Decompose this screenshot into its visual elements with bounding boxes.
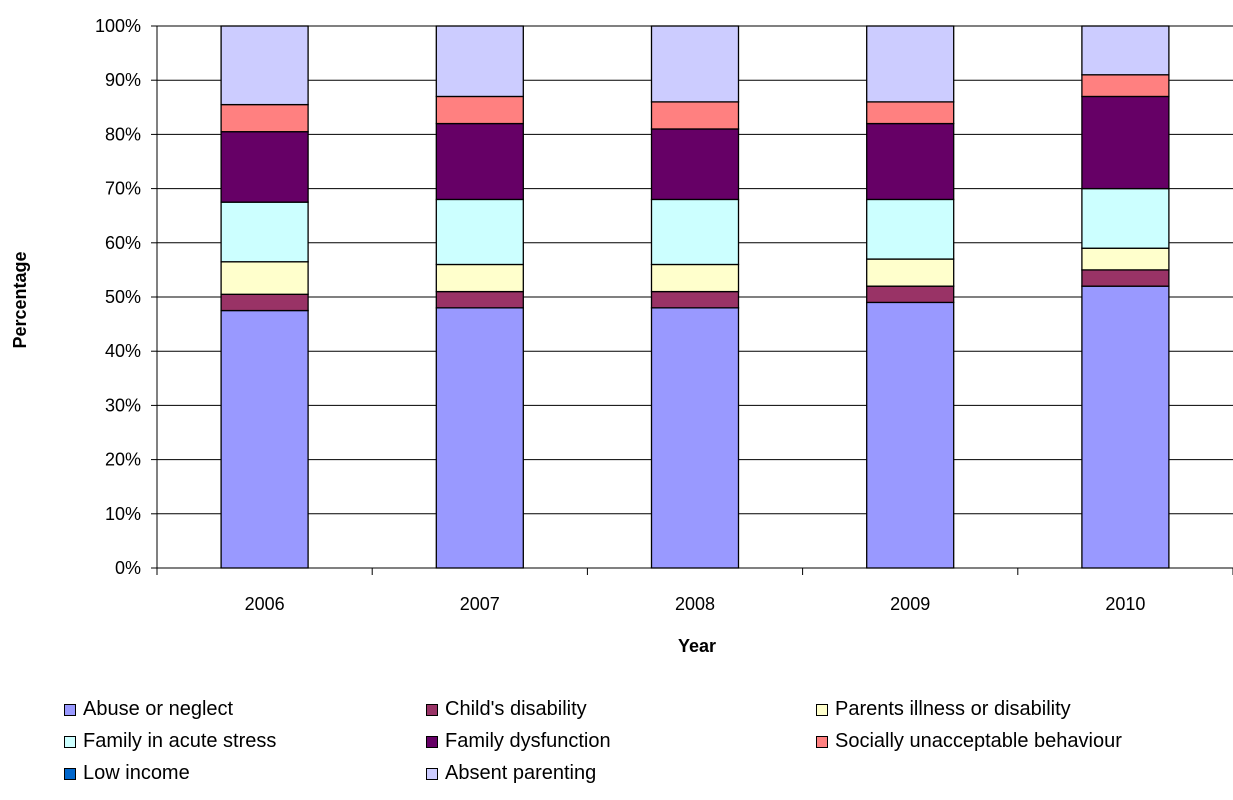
bar-segment — [220, 261, 309, 295]
axes — [151, 25, 1233, 575]
bar-segment — [650, 198, 740, 266]
legend-swatch — [64, 767, 76, 780]
legend-swatch — [426, 767, 438, 780]
bar-segment — [1081, 187, 1170, 249]
bar-segment — [435, 263, 524, 293]
y-tick-label: 50% — [105, 287, 141, 307]
legend-label: Parents illness or disability — [835, 698, 1071, 720]
x-tick-label: 2010 — [1105, 594, 1145, 614]
x-tick-label: 2008 — [675, 594, 715, 614]
bar-segment — [435, 25, 524, 98]
legend-label: Socially unacceptable behaviour — [835, 730, 1122, 752]
legend-label: Abuse or neglect — [83, 698, 234, 720]
bar-segment — [220, 25, 309, 106]
x-tick-labels: 2006 2007 2008 2009 2010 — [245, 594, 1146, 614]
bar-segment — [866, 285, 955, 304]
bars — [220, 25, 1170, 569]
bar-segment — [650, 307, 740, 569]
legend-item: Abuse or neglect — [64, 698, 233, 721]
bar-segment — [435, 307, 524, 569]
bar-segment — [220, 201, 309, 263]
bar-segment — [1081, 74, 1170, 98]
y-tick-label: 30% — [105, 395, 141, 415]
y-tick-labels: 0% 10% 20% 30% 40% 50% 60% 70% 80% 90% 100% — [95, 16, 141, 578]
legend-item: Family in acute stress — [64, 730, 276, 753]
bar-segment — [1081, 25, 1170, 76]
legend-swatch — [426, 703, 438, 716]
y-tick-label: 60% — [105, 233, 141, 253]
legend-label: Child's disability — [445, 698, 587, 720]
legend-swatch — [64, 703, 76, 716]
x-tick-label: 2007 — [460, 594, 500, 614]
bar-segment — [1081, 95, 1170, 190]
legend-item: Low income — [64, 762, 190, 785]
legend-item: Socially unacceptable behaviour — [816, 730, 1122, 753]
legend-label: Family dysfunction — [445, 730, 611, 752]
bar-segment — [220, 103, 309, 133]
bar-segment — [1081, 269, 1170, 287]
x-axis-title: Year — [678, 636, 716, 656]
bar-segment — [435, 290, 524, 309]
bar-segment — [435, 198, 524, 266]
y-tick-label: 10% — [105, 504, 141, 524]
bar-segment — [650, 101, 740, 130]
y-tick-label: 100% — [95, 16, 141, 36]
bar-segment — [866, 101, 955, 125]
legend-item: Family dysfunction — [426, 730, 611, 753]
y-tick-label: 70% — [105, 179, 141, 199]
legend-item: Absent parenting — [426, 762, 596, 785]
legend-label: Absent parenting — [445, 762, 597, 784]
bar-segment — [650, 25, 740, 103]
legend-swatch — [64, 735, 76, 748]
legend-swatch — [816, 703, 828, 716]
bar-segment — [220, 293, 309, 312]
legend-item: Parents illness or disability — [816, 698, 1071, 721]
legend-label: Family in acute stress — [83, 730, 277, 752]
bar-segment — [435, 122, 524, 201]
bar-segment — [650, 263, 740, 293]
legend-item: Child's disability — [426, 698, 587, 721]
bar-segment — [866, 301, 955, 569]
bar-segment — [220, 131, 309, 203]
y-tick-label: 20% — [105, 450, 141, 470]
bar-segment — [220, 309, 309, 569]
bar-segment — [1081, 285, 1170, 569]
bar-segment — [650, 128, 740, 201]
bar-segment — [866, 198, 955, 260]
x-tick-label: 2009 — [890, 594, 930, 614]
y-tick-label: 40% — [105, 341, 141, 361]
x-tick-label: 2006 — [245, 594, 285, 614]
bar-segment — [866, 122, 955, 201]
bar-segment — [866, 258, 955, 287]
legend-label: Low income — [83, 762, 190, 784]
bar-segment — [1081, 247, 1170, 271]
y-tick-label: 90% — [105, 70, 141, 90]
bar-segment — [650, 290, 740, 309]
y-axis-title: Percentage — [10, 251, 30, 348]
bar-segment — [435, 95, 524, 125]
bar-segment — [866, 25, 955, 103]
y-tick-label: 80% — [105, 124, 141, 144]
y-tick-label: 0% — [115, 558, 141, 578]
legend-swatch — [426, 735, 438, 748]
legend-swatch — [816, 735, 828, 748]
